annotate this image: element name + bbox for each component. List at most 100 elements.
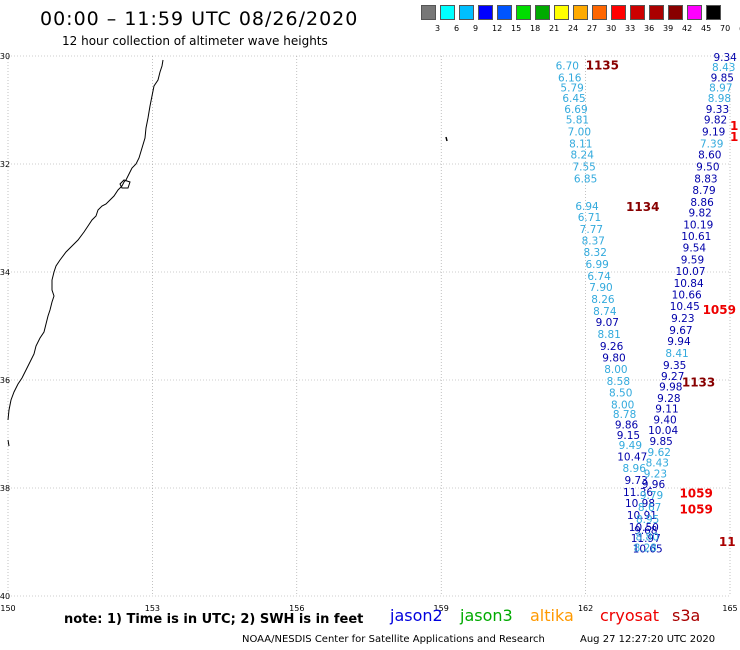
scale-label: 39 xyxy=(663,24,674,33)
lat-tick-label: -32 xyxy=(0,160,10,169)
coast-islet-2 xyxy=(7,439,10,447)
page-title: 00:00 – 11:59 UTC 08/26/2020 xyxy=(40,8,359,30)
swh-value: 8.97 xyxy=(709,82,732,94)
swh-value: 9.40 xyxy=(653,414,676,426)
legend-s3a: s3a xyxy=(672,606,701,625)
scale-swatch xyxy=(592,5,607,20)
swh-value: 9.96 xyxy=(642,479,666,491)
swh-value: 11.36 xyxy=(623,487,653,499)
lat-tick-label: -30 xyxy=(0,52,10,61)
swh-value: 9.94 xyxy=(667,336,691,348)
swh-value: 9.34 xyxy=(713,52,737,64)
pass-time-label: 1 xyxy=(730,119,738,133)
pass-time-label: 11 xyxy=(719,535,736,549)
scale-swatch xyxy=(611,5,626,20)
pass-time-label: 1059 xyxy=(679,486,712,500)
scale-label: 70 xyxy=(720,24,731,33)
swh-value: 10.84 xyxy=(674,278,704,290)
swh-value: 8.24 xyxy=(571,149,595,161)
swh-value: 6.85 xyxy=(574,174,597,186)
swh-value: 10.65 xyxy=(633,543,663,555)
swh-value: 8.95 xyxy=(636,514,659,526)
swh-value: 8.74 xyxy=(593,306,617,318)
swh-value: 9.59 xyxy=(681,255,704,267)
swh-value: 9.50 xyxy=(696,162,719,174)
swh-value: 7.77 xyxy=(580,224,603,236)
legend-altika: altika xyxy=(530,606,574,625)
swh-value: 9.73 xyxy=(624,475,647,487)
swh-value: 9.85 xyxy=(649,436,672,448)
swh-value: 8.79 xyxy=(692,185,715,197)
swh-value: 9.86 xyxy=(615,419,639,431)
scale-label: 9 xyxy=(473,24,479,33)
swh-value: 8.81 xyxy=(597,329,620,341)
pass-time-label: 1 xyxy=(730,130,738,144)
swh-value: 8.60 xyxy=(698,149,721,161)
scale-swatch xyxy=(535,5,550,20)
swh-value: 9.82 xyxy=(704,115,727,127)
swh-value: 8.98 xyxy=(708,93,731,105)
swh-value: 7.90 xyxy=(589,282,612,294)
swh-value: 8.96 xyxy=(623,463,647,475)
swh-value: 10.98 xyxy=(625,498,655,510)
swh-value: 6.69 xyxy=(564,104,587,116)
swh-value: 10.07 xyxy=(675,266,705,278)
lon-tick-label: 150 xyxy=(0,604,15,613)
swh-value: 6.99 xyxy=(585,259,608,271)
scale-label: 6 xyxy=(454,24,460,33)
scale-swatch xyxy=(516,5,531,20)
swh-value: 9.98 xyxy=(659,381,682,393)
swh-value: 9.54 xyxy=(683,243,707,255)
swh-value: 8.00 xyxy=(611,399,634,411)
lon-tick-label: 159 xyxy=(434,604,449,613)
swh-value: 10.66 xyxy=(672,290,702,302)
swh-value: 9.82 xyxy=(688,208,711,220)
swh-value: 10.50 xyxy=(629,522,659,534)
scale-label: 21 xyxy=(549,24,560,33)
swh-value: 9.49 xyxy=(619,440,642,452)
scale-label: 18 xyxy=(530,24,541,33)
swh-value: 10.91 xyxy=(627,510,657,522)
observation-layer: 6.706.165.796.456.695.817.008.118.247.55… xyxy=(556,52,738,555)
scale-swatch xyxy=(573,5,588,20)
pass-time-label: 1135 xyxy=(586,59,619,73)
pass-time-label: 1059 xyxy=(679,503,712,517)
swh-value: 9.23 xyxy=(644,468,667,480)
swh-value: 9.79 xyxy=(640,490,663,502)
swh-value: 8.28 xyxy=(634,542,657,554)
swh-value: 9.33 xyxy=(706,104,729,116)
scale-label: 33 xyxy=(625,24,636,33)
lord-howe-island xyxy=(445,136,448,142)
swh-value: 9.27 xyxy=(661,371,684,383)
note-text: note: 1) Time is in UTC; 2) SWH is in fe… xyxy=(64,612,364,627)
page-subtitle: 12 hour collection of altimeter wave hei… xyxy=(62,34,328,48)
swh-value: 10.19 xyxy=(683,219,713,231)
swh-value: 6.70 xyxy=(556,61,579,73)
scale-label: 15 xyxy=(511,24,522,33)
scale-swatch xyxy=(440,5,455,20)
swh-value: 9.11 xyxy=(655,404,678,416)
swh-value: 9.85 xyxy=(711,73,734,85)
lon-tick-label: 156 xyxy=(289,604,304,613)
swh-value: 8.58 xyxy=(607,376,630,388)
swh-value: 6.71 xyxy=(578,212,601,224)
legend-cryosat: cryosat xyxy=(600,606,660,625)
scale-swatch xyxy=(554,5,569,20)
swh-value: 9.15 xyxy=(617,430,640,442)
lat-tick-label: -40 xyxy=(0,592,10,601)
swh-value: 8.37 xyxy=(582,236,605,248)
swh-value: 7.00 xyxy=(568,127,591,139)
swh-value: 9.07 xyxy=(596,317,619,329)
lat-tick-label: -38 xyxy=(0,484,10,493)
lat-tick-label: -36 xyxy=(0,376,10,385)
scale-label: 45 xyxy=(701,24,712,33)
scale-swatch xyxy=(706,5,721,20)
swh-value: 10.47 xyxy=(617,452,647,464)
scale-swatch xyxy=(687,5,702,20)
swh-value: 8.83 xyxy=(694,174,717,186)
scale-swatch xyxy=(497,5,512,20)
swh-value: 9.28 xyxy=(657,393,680,405)
swh-value: 6.16 xyxy=(558,73,582,85)
